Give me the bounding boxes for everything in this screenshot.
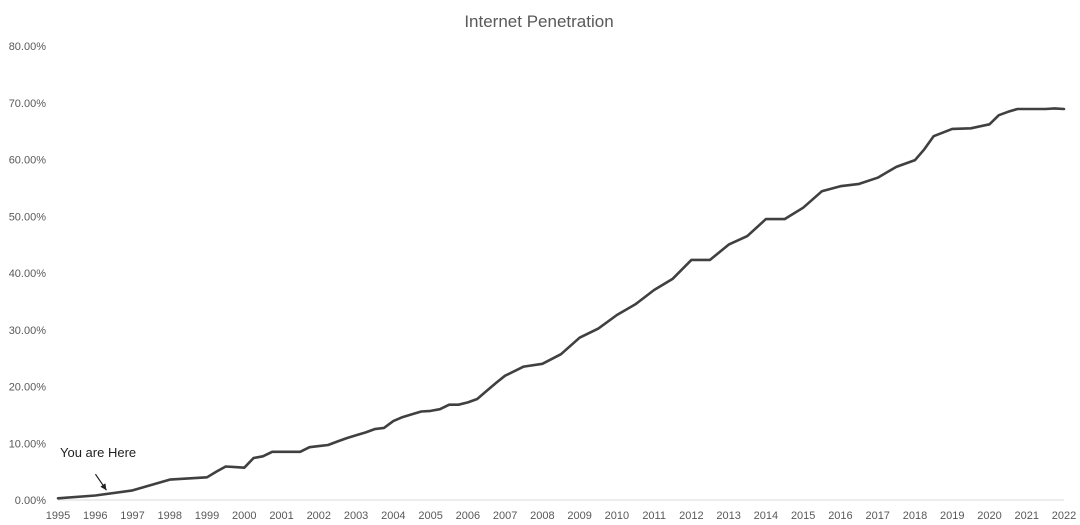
x-tick-label: 2003 [344,510,368,522]
y-tick-label: 80.00% [9,41,47,53]
x-tick-label: 2000 [232,510,256,522]
x-tick-label: 2018 [903,510,927,522]
x-tick-label: 2022 [1052,510,1076,522]
x-tick-label: 2012 [679,510,703,522]
y-tick-label: 50.00% [9,211,47,223]
x-tick-label: 1995 [46,510,70,522]
y-tick-label: 60.00% [9,155,47,167]
x-tick-label: 2005 [418,510,442,522]
x-tick-label: 1998 [158,510,182,522]
annotation-arrowhead [100,483,107,491]
x-tick-label: 2004 [381,510,405,522]
x-axis: 1995 1996 1997 1998 1999 2000 2001 2002 2003 2004… [46,510,1076,522]
y-tick-label: 30.00% [9,325,47,337]
y-tick-label: 20.00% [9,382,47,394]
x-tick-label: 2015 [791,510,815,522]
y-axis: 0.00% 10.00% 20.00% 30.00% 40.00% 50.00% 60.00… [9,41,47,507]
x-tick-label: 1997 [120,510,144,522]
x-tick-label: 2017 [865,510,889,522]
x-tick-label: 2006 [456,510,480,522]
x-tick-label: 2001 [269,510,293,522]
annotations: You are Here [60,445,136,491]
chart-title: Internet Penetration [464,12,613,31]
x-tick-label: 2009 [567,510,591,522]
x-tick-label: 2013 [716,510,740,522]
y-tick-label: 40.00% [9,268,47,280]
x-tick-label: 2007 [493,510,517,522]
annotation-label: You are Here [60,445,136,460]
x-tick-label: 2020 [977,510,1001,522]
y-tick-label: 10.00% [9,438,47,450]
x-tick-label: 2011 [642,510,666,522]
x-tick-label: 1996 [83,510,107,522]
x-tick-label: 2010 [605,510,629,522]
series-line [56,107,1066,500]
x-tick-label: 2014 [754,510,778,522]
x-tick-label: 2016 [828,510,852,522]
x-tick-label: 2021 [1014,510,1038,522]
x-tick-label: 2019 [940,510,964,522]
x-tick-label: 2002 [307,510,331,522]
x-tick-label: 2008 [530,510,554,522]
y-tick-label: 70.00% [9,98,47,110]
y-tick-label: 0.00% [15,495,46,507]
x-tick-label: 1999 [195,510,219,522]
